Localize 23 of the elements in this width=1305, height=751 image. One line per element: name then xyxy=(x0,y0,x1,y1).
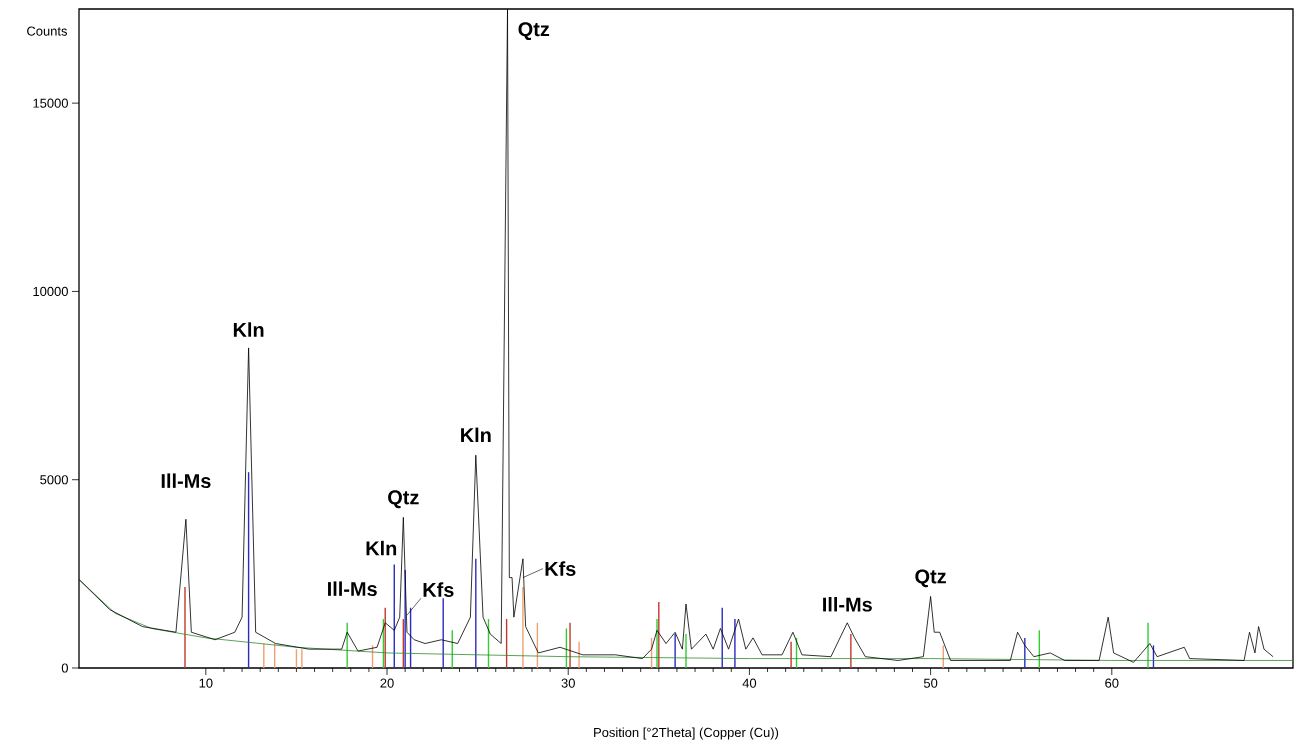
y-tick-label: 10000 xyxy=(33,286,68,297)
annotation: Ill-Ms xyxy=(161,473,211,489)
y-tick-label: 15000 xyxy=(33,98,68,108)
annotation: Ill-Ms xyxy=(328,581,377,597)
x-tick-label: 60 xyxy=(1105,678,1119,688)
annotation: Kln xyxy=(461,427,491,443)
x-axis-title: Position [°2Theta] (Copper (Cu)) xyxy=(594,727,779,740)
x-tick-label: 30 xyxy=(561,678,575,688)
annotation: Ill-Ms xyxy=(823,596,872,612)
annotation: Qtz xyxy=(518,22,550,41)
y-tick-label: 5000 xyxy=(40,475,68,485)
x-tick-label: 20 xyxy=(380,678,394,688)
annotation: Kln xyxy=(366,540,397,556)
y-axis-title: Counts xyxy=(27,26,68,36)
annotation: Kfs xyxy=(545,561,576,576)
x-tick-label: 10 xyxy=(199,678,213,688)
y-tick-label: 0 xyxy=(61,663,68,673)
annotation: Kfs xyxy=(423,582,454,597)
annotation: Kln xyxy=(233,322,264,337)
annotation: Qtz xyxy=(915,569,946,588)
x-tick-label: 40 xyxy=(742,678,757,688)
annotation: Qtz xyxy=(388,490,419,509)
x-tick-label: 50 xyxy=(923,678,938,688)
